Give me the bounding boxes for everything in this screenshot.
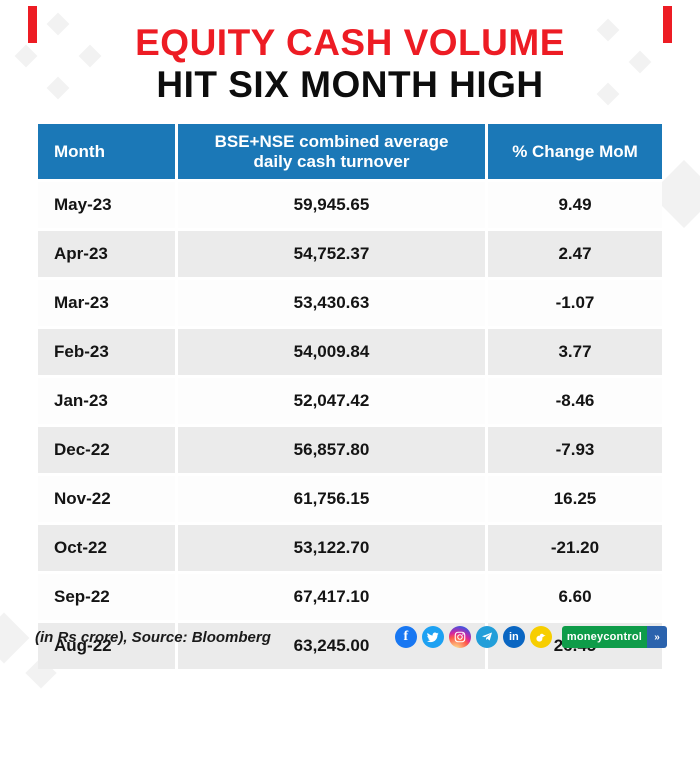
turnover-cell: 54,752.37	[178, 231, 485, 278]
change-cell: 2.47	[488, 231, 662, 278]
infographic: EQUITY CASH VOLUME HIT SIX MONTH HIGH Mo…	[0, 0, 700, 672]
telegram-icon	[475, 626, 498, 649]
instagram-icon	[448, 626, 471, 649]
social-icons-row: f in	[394, 626, 667, 649]
title-line-2: HIT SIX MONTH HIGH	[156, 64, 544, 106]
change-cell: 16.25	[488, 476, 662, 523]
column-header-month: Month	[38, 124, 175, 180]
month-cell: Feb-23	[38, 329, 175, 376]
change-cell: -21.20	[488, 525, 662, 572]
moneycontrol-logo-text: moneycontrol	[561, 626, 647, 649]
moneycontrol-logo: moneycontrol »	[561, 626, 667, 649]
table-row: Nov-22 61,756.15 16.25	[38, 476, 662, 523]
column-header-change: % Change MoM	[488, 124, 662, 180]
month-cell: Dec-22	[38, 427, 175, 474]
month-cell: Jan-23	[38, 378, 175, 425]
red-accent-bar-left	[28, 6, 37, 43]
table-row: Apr-23 54,752.37 2.47	[38, 231, 662, 278]
footer: (in Rs crore), Source: Bloomberg f	[35, 626, 667, 649]
linkedin-icon: in	[502, 626, 525, 649]
change-cell: 6.60	[488, 574, 662, 621]
change-cell: 3.77	[488, 329, 662, 376]
month-cell: Sep-22	[38, 574, 175, 621]
page-title: EQUITY CASH VOLUME HIT SIX MONTH HIGH	[0, 0, 700, 106]
table-body: May-23 59,945.65 9.49 Apr-23 54,752.37 2…	[38, 182, 662, 670]
moneycontrol-logo-accent: »	[647, 626, 667, 649]
month-cell: Aug-22	[38, 623, 175, 670]
table-row: Sep-22 67,417.10 6.60	[38, 574, 662, 621]
turnover-cell: 52,047.42	[178, 378, 485, 425]
turnover-cell: 67,417.10	[178, 574, 485, 621]
table-row: Mar-23 53,430.63 -1.07	[38, 280, 662, 327]
title-line-1: EQUITY CASH VOLUME	[135, 22, 565, 63]
source-note: (in Rs crore), Source: Bloomberg	[35, 628, 271, 646]
table-row: Oct-22 53,122.70 -21.20	[38, 525, 662, 572]
month-cell: Oct-22	[38, 525, 175, 572]
table-row: May-23 59,945.65 9.49	[38, 182, 662, 229]
month-cell: Nov-22	[38, 476, 175, 523]
month-cell: Apr-23	[38, 231, 175, 278]
change-cell: -1.07	[488, 280, 662, 327]
turnover-cell: 56,857.80	[178, 427, 485, 474]
change-cell: -7.93	[488, 427, 662, 474]
turnover-cell: 59,945.65	[178, 182, 485, 229]
change-cell: 9.49	[488, 182, 662, 229]
turnover-cell: 54,009.84	[178, 329, 485, 376]
turnover-cell: 61,756.15	[178, 476, 485, 523]
month-cell: May-23	[38, 182, 175, 229]
data-table: Month BSE+NSE combined average daily cas…	[35, 121, 665, 672]
red-accent-bar-right	[663, 6, 672, 43]
koo-icon	[529, 626, 552, 649]
table-header: Month BSE+NSE combined average daily cas…	[38, 124, 662, 180]
column-header-turnover: BSE+NSE combined average daily cash turn…	[178, 124, 485, 180]
month-cell: Mar-23	[38, 280, 175, 327]
table-row: Jan-23 52,047.42 -8.46	[38, 378, 662, 425]
change-cell: -8.46	[488, 378, 662, 425]
facebook-icon: f	[394, 626, 417, 649]
turnover-cell: 53,122.70	[178, 525, 485, 572]
table-row: Dec-22 56,857.80 -7.93	[38, 427, 662, 474]
twitter-icon	[421, 626, 444, 649]
table-row: Feb-23 54,009.84 3.77	[38, 329, 662, 376]
turnover-cell: 53,430.63	[178, 280, 485, 327]
